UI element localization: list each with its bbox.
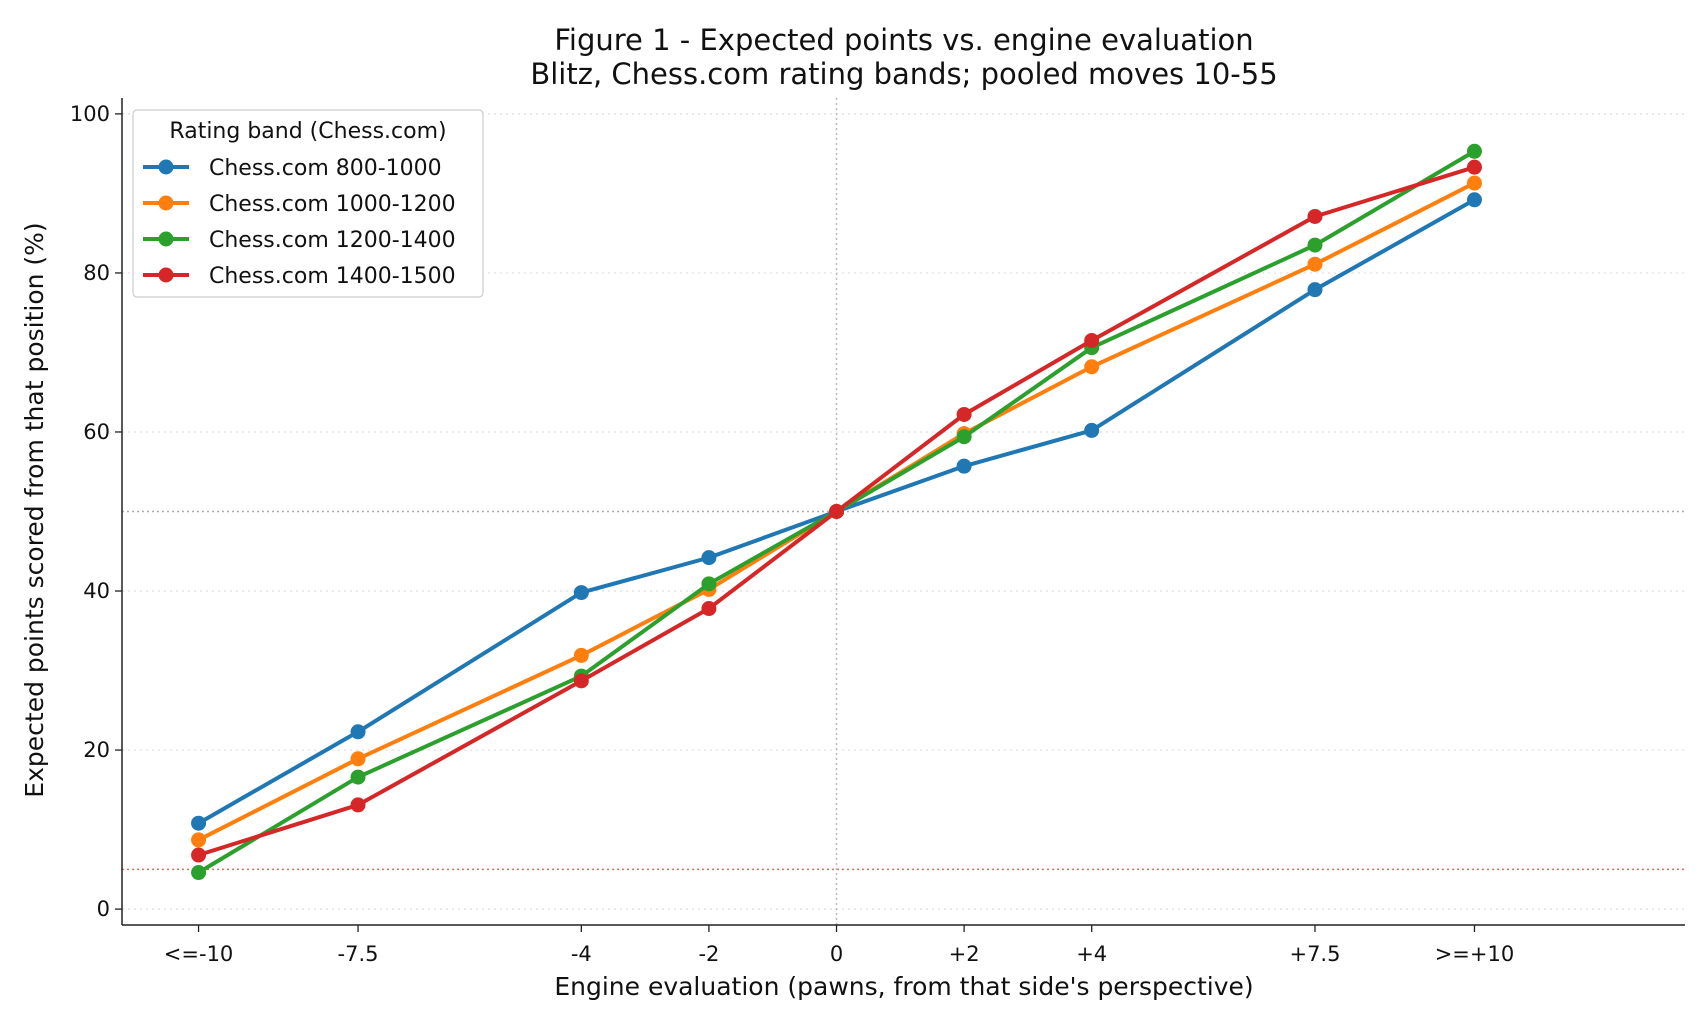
data-point [1307,282,1323,298]
y-tick-label: 40 [83,579,110,603]
legend: Rating band (Chess.com) Chess.com 800-10… [132,109,484,298]
legend-items: Chess.com 800-1000 Chess.com 1000-1200 Che… [143,156,456,289]
y-tick-label: 0 [97,897,110,921]
tick-labels: 0 20 40 60 80 100 <=-10 -7.5 -4 -2 0 +2 +4 +7.5 >=+10 [70,102,1514,966]
data-point [701,576,717,592]
legend-swatch-marker [158,195,174,211]
x-tick-label: +2 [949,942,980,966]
x-tick-label: >=+10 [1435,942,1515,966]
series-group [191,159,1482,863]
chart-title: Figure 1 - Expected points vs. engine ev… [554,23,1253,57]
grid-lines [122,113,1685,910]
x-tick-label: +7.5 [1289,942,1340,966]
x-tick-label: +4 [1076,942,1107,966]
legend-swatch-marker [158,267,174,283]
legend-item: Chess.com 800-1000 [143,156,442,181]
data-point [1307,237,1323,253]
data-point [191,815,207,831]
x-tick-label: <=-10 [164,942,234,966]
legend-title: Rating band (Chess.com) [169,119,446,144]
y-axis-label: Expected points scored from that positio… [20,222,49,797]
data-point [573,585,589,601]
x-tick-label: 0 [830,942,843,966]
legend-label: Chess.com 1400-1500 [209,264,456,289]
data-point [829,504,845,519]
data-point [191,847,207,863]
y-tick-label: 80 [83,261,110,285]
data-point [701,601,717,617]
x-tick-label: -7.5 [338,942,379,966]
legend-item: Chess.com 1000-1200 [143,192,456,217]
legend-item: Chess.com 1400-1500 [143,264,456,289]
data-point [1466,159,1482,175]
chart-subtitle: Blitz, Chess.com rating bands; pooled mo… [530,57,1277,91]
reference-lines [122,98,1685,925]
data-point [1466,192,1482,208]
data-series [191,143,1482,881]
legend-label: Chess.com 800-1000 [209,156,442,181]
data-point [350,797,366,813]
data-point [573,673,589,689]
data-point [191,832,207,848]
data-point [1307,256,1323,272]
data-point [350,724,366,740]
data-point [350,769,366,785]
x-tick-label: -4 [571,942,592,966]
data-point [1084,422,1100,438]
data-point [1466,143,1482,159]
data-point [701,550,717,566]
data-point [1307,208,1323,224]
data-point [350,751,366,767]
data-point [956,429,972,445]
data-point [956,458,972,474]
x-axis-label: Engine evaluation (pawns, from that side… [554,972,1253,1001]
legend-item: Chess.com 1200-1400 [143,228,456,253]
data-point [573,647,589,663]
data-point [191,865,207,881]
data-point [1084,359,1100,375]
legend-box [132,109,484,298]
legend-label: Chess.com 1000-1200 [209,192,456,217]
data-point [956,406,972,422]
axes [115,98,1685,932]
legend-swatch-marker [158,231,174,247]
data-point [1466,175,1482,191]
y-tick-label: 20 [83,738,110,762]
y-tick-label: 100 [70,102,110,126]
y-tick-label: 60 [83,420,110,444]
x-tick-label: -2 [698,942,719,966]
legend-swatch-marker [158,159,174,175]
legend-label: Chess.com 1200-1400 [209,228,456,253]
data-point [1084,333,1100,349]
